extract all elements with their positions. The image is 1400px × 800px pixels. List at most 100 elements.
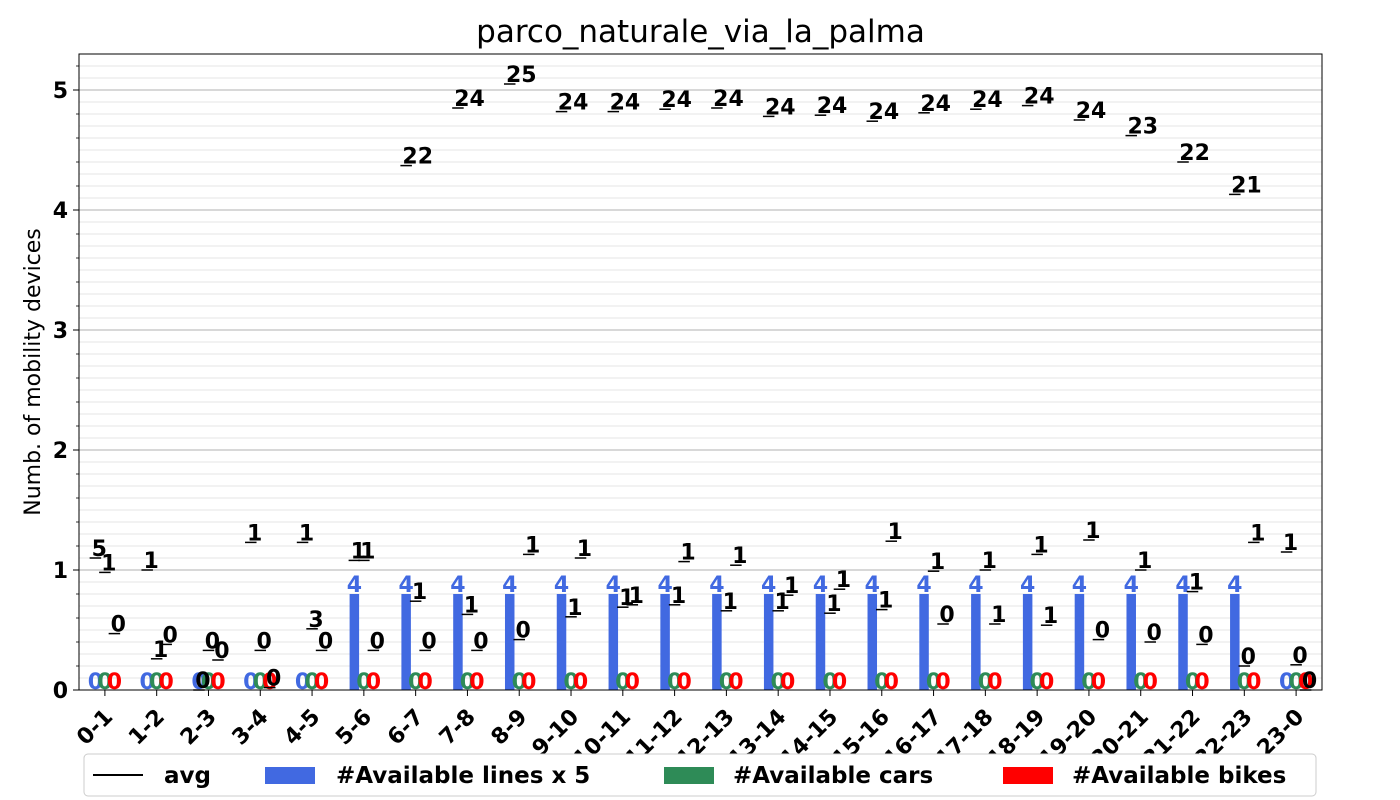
bikes-bar-value-label: 0 [469,670,484,695]
lines-bar-value-label: 0 [1279,670,1294,695]
lines-bar-value-label: 4 [1227,573,1242,598]
lines-bar [712,594,722,690]
bikes-bar-value-label: 0 [1143,670,1158,695]
avg-value-label-bikes: 0 [473,629,488,654]
lines-bar [1230,594,1240,690]
avg-value-label-cars: 1 [930,550,945,575]
avg-value-label-bikes: 0 [266,667,281,692]
avg-value-label-lines_x5: 24 [558,91,589,116]
lines-bar [453,594,463,690]
avg-value-label-bikes: 0 [1302,669,1317,694]
cars-bar-value-label: 0 [304,670,319,695]
avg-value-label-bikes: 1 [784,574,799,599]
avg-value-label-cars: 0 [1292,644,1307,669]
x-tick-label: 23-0 [1253,705,1310,762]
avg-value-label-lines_x5: 1 [1283,531,1298,556]
avg-value-label-cars: 1 [464,593,479,618]
avg-value-label-bikes: 0 [370,629,385,654]
avg-value-label-bikes: 1 [1250,521,1265,546]
avg-value-label-cars: 1 [774,590,789,615]
bikes-bar-value-label: 0 [728,670,743,695]
avg-value-label-cars: 1 [101,551,116,576]
avg-value-label-cars: 1 [982,549,997,574]
avg-value-label-bikes: 1 [991,603,1006,628]
y-axis-label: Numb. of mobility devices [21,228,46,516]
y-tick-label: 3 [53,319,68,344]
lines-bar-value-label: 4 [916,573,931,598]
avg-value-label-cars: 0 [205,629,220,654]
x-tick-label: 7-8 [435,705,481,751]
avg-value-label-bikes: 0 [1198,623,1213,648]
avg-value-label-bikes: 0 [162,623,177,648]
legend-lines-swatch [265,767,315,784]
avg-value-label-bikes: 1 [680,541,695,566]
cars-bar-value-label: 0 [667,670,682,695]
legend: avg #Available lines x 5 #Available cars… [83,753,1317,797]
bikes-bar-value-label: 0 [417,670,432,695]
lines-bar-value-label: 4 [709,573,724,598]
cars-bar-value-label: 0 [1081,670,1096,695]
lines-bar-value-label: 4 [968,573,983,598]
bikes-bar-value-label: 0 [366,670,381,695]
cars-bar-value-label: 0 [874,670,889,695]
avg-value-label-lines_x5: 1 [351,539,366,564]
avg-value-label-cars: 1 [878,589,893,614]
avg-value-label-cars: 1 [1189,571,1204,596]
avg-value-label-lines_x5: 5 [92,537,107,562]
cars-bar-value-label: 0 [201,670,216,695]
x-tick-label: 0-1 [72,705,118,751]
avg-value-label-bikes: 1 [577,537,592,562]
cars-bar-value-label: 0 [978,670,993,695]
lines-bar [608,594,619,690]
avg-value-label-cars: 1 [1137,549,1152,574]
avg-value-label-cars: 3 [308,608,323,633]
bikes-bar-value-label: 0 [987,670,1002,695]
avg-value-label-bikes: 0 [318,629,333,654]
lines-bar-value-label: 4 [657,573,672,598]
legend-cars-swatch [664,767,714,784]
cars-bar-value-label: 0 [563,670,578,695]
lines-bar-value-label: 4 [347,573,362,598]
avg-value-label-bikes: 0 [111,613,126,638]
plot-area-frame [78,53,1323,691]
avg-value-label-lines_x5: 23 [1127,115,1158,140]
grid-layer [79,53,1322,679]
lines-bar-value-label: 4 [813,573,828,598]
avg-value-label-cars: 1 [671,584,686,609]
avg-value-label-bikes: 1 [888,520,903,545]
avg-value-label-lines_x5: 22 [1179,141,1210,166]
avg-value-label-bikes: 0 [1146,621,1161,646]
lines-bar [504,594,515,690]
lines-bar [1074,594,1085,690]
x-tick-label: 4-5 [280,705,326,751]
cars-bar-value-label: 0 [1288,670,1303,695]
legend-avg-label: avg [164,763,211,789]
avg-value-label-cars: 1 [1033,533,1048,558]
avg-value-label-lines_x5: 24 [713,87,744,112]
avg-value-label-cars: 1 [360,539,375,564]
lines-bar-value-label: 4 [554,573,569,598]
bikes-bar-value-label: 0 [1039,670,1054,695]
bikes-bar-value-label: 0 [1246,670,1261,695]
avg-value-label-bikes: 0 [421,629,436,654]
avg-value-label-bikes: 1 [732,544,747,569]
lines-bar-value-label: 0 [140,670,155,695]
avg-value-label-cars: 1 [567,596,582,621]
lines-bar-value-label: 0 [243,670,258,695]
cars-bar-value-label: 0 [512,670,527,695]
avg-value-label-cars: 0 [257,629,272,654]
bars-layer: 0 0 0 0 04 4 4 4 4 4 4 4 4 4 4 4 4 4 4 4 4 400 0 0 0 0 0 0 0 0 0 0 0 0 0 0 0… [88,573,1314,695]
lines-bar [401,594,411,690]
avg-value-label-bikes: 1 [525,533,540,558]
chart-title: parco_naturale_via_la_palma [476,14,925,50]
bikes-bar-value-label: 0 [625,670,640,695]
avg-value-label-lines_x5: 1 [299,521,314,546]
avg-value-label-cars: 1 [412,580,427,605]
avg-value-label-bikes: 1 [836,568,851,593]
avg-value-label-lines_x5: 22 [402,145,433,170]
cars-bar-value-label: 0 [149,670,164,695]
avg-value-label-cars: 1 [723,590,738,615]
x-tick-label: 5-6 [331,705,377,751]
